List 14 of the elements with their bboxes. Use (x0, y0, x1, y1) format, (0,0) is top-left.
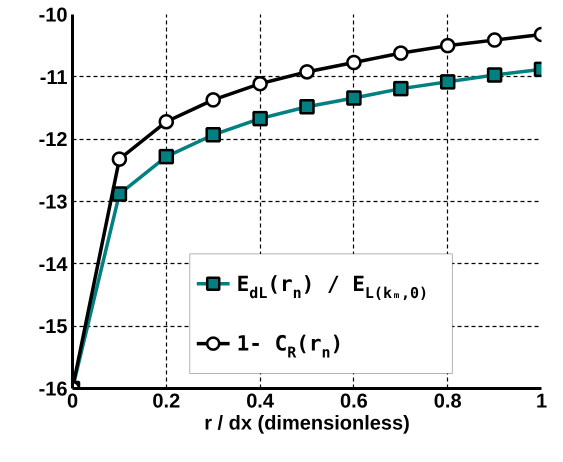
x-tick-label: 0.4 (246, 390, 275, 412)
y-tick-label: -11 (40, 66, 68, 89)
x-tick-label: 1 (536, 390, 548, 412)
x-axis-title: r / dx (dimensionless) (204, 412, 410, 434)
y-tick-label: -13 (38, 192, 68, 214)
y-tick-label: -12 (38, 129, 68, 152)
x-tick-label: 0.6 (340, 390, 368, 412)
x-tick-label: 0.2 (152, 390, 180, 412)
y-tick-label: -14 (38, 254, 68, 276)
y-tick-label: -16 (38, 378, 68, 400)
x-tick-label: 0.8 (434, 390, 462, 412)
x-tick-label: 0 (66, 390, 78, 412)
y-tick-label: -15 (38, 316, 68, 338)
y-tick-label: -10 (38, 4, 68, 26)
